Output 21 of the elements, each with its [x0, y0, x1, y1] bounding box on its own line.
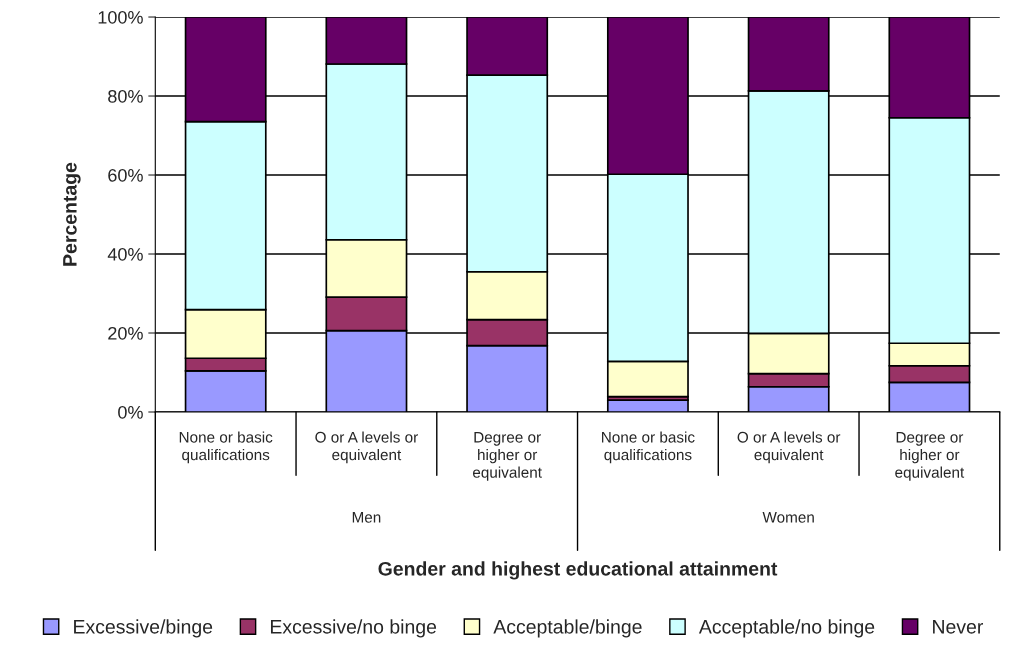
y-tick-label: 20% [108, 326, 143, 340]
y-tick-label: 60% [108, 168, 143, 182]
legend-label: Excessive/binge [74, 619, 213, 638]
legend-label: Excessive/no binge [270, 619, 437, 638]
x-tick-label: None or basic qualifications [179, 431, 273, 464]
legend-label: Never [933, 620, 984, 634]
y-axis-title: Percentage [63, 162, 81, 266]
x-axis-title: Gender and highest educational attainment [378, 561, 778, 580]
y-tick-label: 100% [98, 10, 143, 24]
x-tick-label: Degree or higher or equivalent [472, 432, 542, 481]
text: Men [352, 512, 381, 523]
legend-label: Acceptable/binge [493, 619, 642, 638]
x-tick-label: Degree or higher or equivalent [895, 432, 965, 481]
y-tick-label: 0% [118, 405, 143, 419]
x-tick-label: O or A levels or equivalent [737, 431, 841, 464]
x-tick-label: O or A levels or equivalent [315, 431, 418, 464]
text: Women [762, 512, 814, 523]
y-tick-label: 40% [107, 247, 143, 261]
legend-label: Acceptable/no binge [698, 619, 875, 638]
y-tick-label: 80% [108, 89, 143, 103]
x-tick-label: None or basic qualifications [602, 431, 695, 464]
